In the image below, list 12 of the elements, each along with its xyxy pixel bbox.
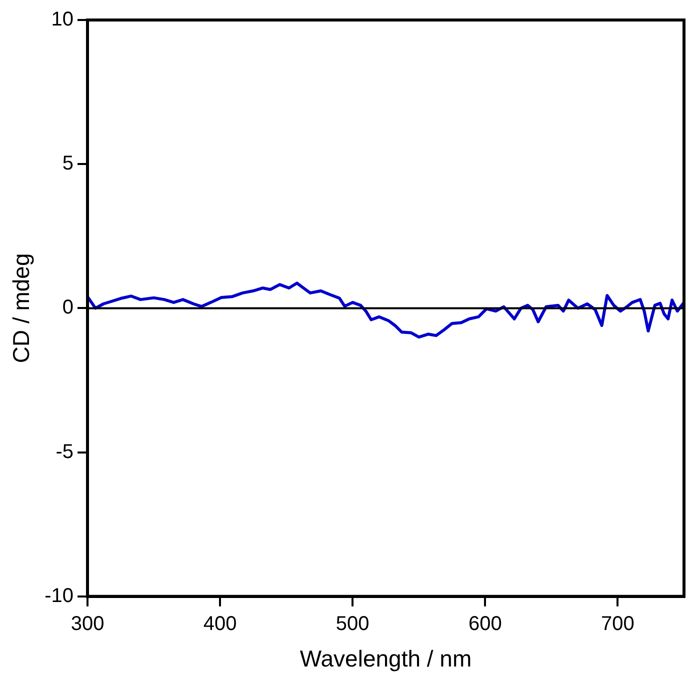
y-axis-title: CD / mdeg <box>8 253 34 364</box>
y-tick-label: 0 <box>62 296 74 319</box>
x-tick-label: 400 <box>203 612 237 635</box>
x-tick-label: 600 <box>468 612 502 635</box>
y-tick-label: 10 <box>51 8 74 31</box>
x-tick-label: 500 <box>336 612 370 635</box>
x-tick-label: 300 <box>70 612 104 635</box>
y-tick-label: -10 <box>44 584 74 607</box>
y-tick-label: 5 <box>62 152 74 175</box>
x-axis-title: Wavelength / nm <box>300 646 472 672</box>
x-tick-label: 700 <box>601 612 634 635</box>
y-tick-label: -5 <box>56 440 74 463</box>
